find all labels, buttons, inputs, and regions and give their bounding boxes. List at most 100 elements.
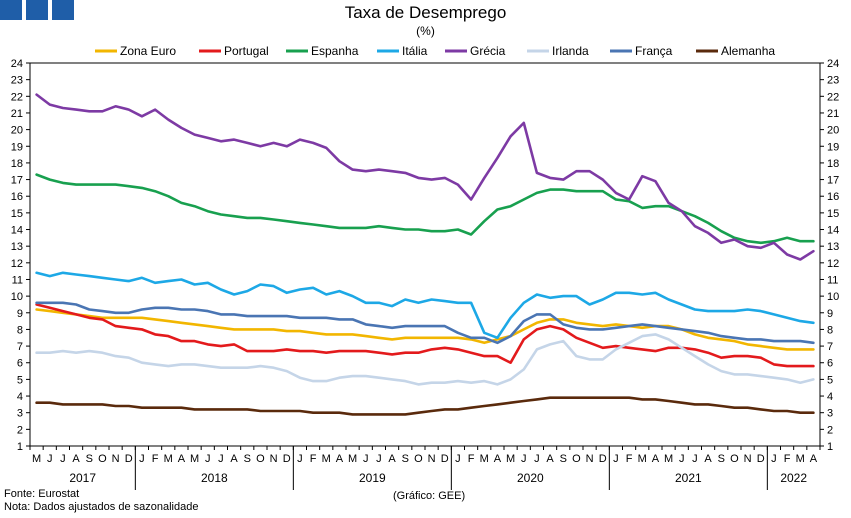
x-month-label: F [310, 453, 317, 465]
year-label: 2019 [359, 471, 386, 485]
series-line [35, 333, 815, 386]
y-tick-label-right: 21 [827, 108, 839, 120]
y-tick-label-left: 3 [17, 408, 23, 420]
x-month-label: M [322, 453, 331, 465]
series-line [35, 271, 815, 340]
y-tick-label-right: 15 [827, 208, 839, 220]
x-month-label: A [336, 453, 344, 465]
x-month-label: A [704, 453, 712, 465]
y-tick-label-left: 14 [11, 225, 23, 237]
y-tick-label-right: 18 [827, 158, 839, 170]
logo-square-1 [0, 0, 22, 20]
year-label: 2020 [517, 471, 544, 485]
y-tick-label-left: 6 [17, 358, 23, 370]
x-month-label: J [455, 453, 461, 465]
y-tick-label-left: 24 [11, 58, 23, 70]
x-month-label: F [152, 453, 159, 465]
x-month-label: O [572, 453, 581, 465]
x-month-label: J [205, 453, 211, 465]
y-tick-label-left: 18 [11, 158, 23, 170]
series-line [35, 173, 815, 245]
legend-label: Irlanda [552, 44, 589, 58]
y-tick-label-left: 7 [17, 341, 23, 353]
series-line [35, 308, 815, 351]
x-month-label: D [125, 453, 133, 465]
x-month-label: F [784, 453, 791, 465]
y-tick-label-right: 7 [827, 341, 833, 353]
legend-label: Espanha [311, 44, 359, 58]
y-tick-label-right: 11 [827, 274, 838, 286]
x-month-label: D [283, 453, 291, 465]
x-month-label: D [757, 453, 765, 465]
x-month-label: O [730, 453, 739, 465]
x-month-label: N [744, 453, 752, 465]
y-tick-label-right: 16 [827, 191, 839, 203]
x-month-label: D [599, 453, 607, 465]
x-month-label: N [586, 453, 594, 465]
x-month-label: O [256, 453, 265, 465]
x-month-label: S [718, 453, 725, 465]
chart-title: Taxa de Desemprego [344, 3, 507, 22]
y-tick-label-right: 12 [827, 258, 839, 270]
adjustment-note: Nota: Dados ajustados de sazonalidade [4, 501, 199, 513]
x-month-label: J [297, 453, 303, 465]
y-tick-label-right: 3 [827, 408, 833, 420]
y-tick-label-left: 16 [11, 191, 23, 203]
y-tick-label-right: 4 [827, 391, 833, 403]
series-line [35, 396, 815, 416]
x-month-label: A [652, 453, 660, 465]
x-month-label: N [428, 453, 436, 465]
y-tick-label-right: 8 [827, 324, 833, 336]
x-month-label: M [480, 453, 489, 465]
y-tick-label-left: 9 [17, 308, 23, 320]
year-label: 2022 [780, 471, 807, 485]
legend-label: Alemanha [721, 44, 775, 58]
y-tick-label-left: 10 [11, 291, 23, 303]
x-month-label: F [468, 453, 475, 465]
legend-label: Zona Euro [120, 44, 176, 58]
x-month-label: O [98, 453, 107, 465]
y-tick-label-right: 23 [827, 75, 839, 87]
legend-label: Grécia [470, 44, 506, 58]
y-tick-label-left: 13 [11, 241, 23, 253]
x-month-label: M [506, 453, 515, 465]
y-tick-label-right: 17 [827, 175, 839, 187]
x-month-label: M [638, 453, 647, 465]
x-month-label: S [244, 453, 251, 465]
y-tick-label-left: 22 [11, 91, 23, 103]
x-month-label: N [112, 453, 120, 465]
x-month-label: J [534, 453, 540, 465]
y-tick-label-right: 6 [827, 358, 833, 370]
series-line [35, 301, 815, 345]
x-month-label: M [190, 453, 199, 465]
x-month-label: A [72, 453, 80, 465]
year-label: 2018 [201, 471, 228, 485]
logo-square-3 [52, 0, 74, 20]
x-month-label: J [692, 453, 698, 465]
x-month-label: J [47, 453, 53, 465]
year-label: 2017 [69, 471, 96, 485]
x-month-label: S [402, 453, 409, 465]
x-month-label: J [376, 453, 382, 465]
y-tick-label-right: 22 [827, 91, 839, 103]
y-tick-label-left: 15 [11, 208, 23, 220]
x-month-label: J [679, 453, 685, 465]
y-tick-label-right: 1 [827, 441, 833, 453]
x-month-label: J [139, 453, 145, 465]
x-month-label: A [388, 453, 396, 465]
x-month-label: D [441, 453, 449, 465]
x-month-label: A [230, 453, 238, 465]
y-tick-label-right: 20 [827, 125, 839, 137]
y-tick-label-right: 13 [827, 241, 839, 253]
legend-label: França [635, 44, 673, 58]
y-tick-label-left: 5 [17, 374, 23, 386]
y-tick-label-left: 17 [11, 175, 23, 187]
x-month-label: M [32, 453, 41, 465]
x-month-label: J [613, 453, 619, 465]
x-month-label: M [664, 453, 673, 465]
x-month-label: M [164, 453, 173, 465]
x-month-label: A [546, 453, 554, 465]
x-month-label: J [218, 453, 224, 465]
y-tick-label-right: 24 [827, 58, 839, 70]
